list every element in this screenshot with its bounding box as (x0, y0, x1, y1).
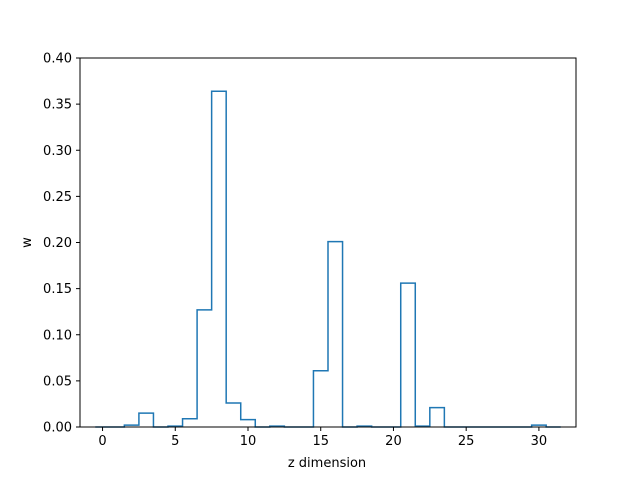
x-tick-label-20: 20 (385, 434, 402, 449)
x-tick-label-15: 15 (312, 434, 329, 449)
data-bin-8 (212, 91, 227, 427)
data-bin-16 (328, 242, 343, 427)
y-tick-label-5: 0.25 (43, 190, 72, 205)
y-tick-label-1: 0.05 (43, 374, 72, 389)
x-tick-label-30: 30 (531, 434, 548, 449)
y-axis-label: w (20, 237, 35, 248)
data-bin-3 (139, 413, 154, 427)
x-tick-label-10: 10 (240, 434, 257, 449)
data-bin-23 (430, 408, 445, 427)
y-tick-label-2: 0.10 (43, 328, 72, 343)
data-bin-10 (241, 420, 256, 427)
x-axis-label: z dimension (288, 456, 366, 471)
data-bin-15 (313, 371, 328, 427)
y-tick-label-3: 0.15 (43, 282, 72, 297)
data-bin-6 (183, 419, 198, 427)
x-tick-label-5: 5 (171, 434, 179, 449)
y-tick-label-4: 0.20 (43, 236, 72, 251)
data-bin-7 (197, 310, 212, 427)
y-tick-label-6: 0.30 (43, 144, 72, 159)
x-tick-label-25: 25 (458, 434, 475, 449)
y-tick-label-7: 0.35 (43, 98, 72, 113)
y-tick-label-8: 0.40 (43, 52, 72, 67)
y-tick-label-0: 0.00 (43, 421, 72, 436)
x-axis: 0 5 10 15 20 25 30 (98, 427, 547, 449)
x-tick-label-0: 0 (98, 434, 106, 449)
data-bin-9 (226, 403, 241, 427)
y-axis: 0.00 0.05 0.10 0.15 0.20 0.25 0.30 0.35 0.40 (43, 52, 80, 436)
data-bin-21 (401, 283, 416, 427)
